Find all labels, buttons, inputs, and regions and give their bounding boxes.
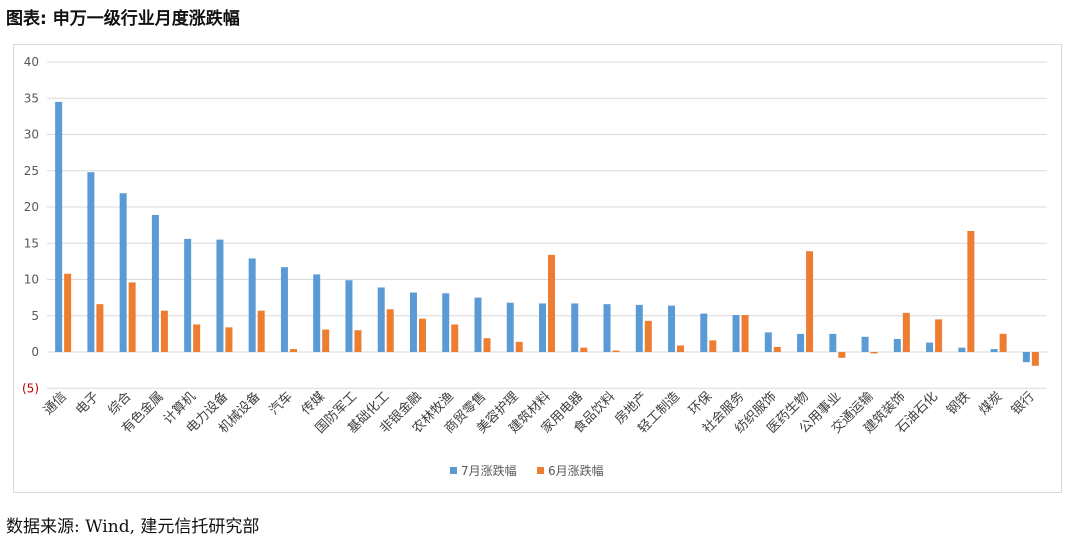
x-tick-label: 汽车 <box>266 389 296 419</box>
bar-jun <box>160 310 168 352</box>
bar-jun <box>644 320 652 352</box>
gridlines <box>47 61 1047 389</box>
legend: 7月涨跌幅 6月涨跌幅 <box>450 463 604 478</box>
bar-jun <box>935 319 943 352</box>
bar-jun <box>870 352 878 354</box>
y-tick-label: 5 <box>31 309 39 323</box>
chart-frame: (5) 0 5 10 15 20 25 30 35 40 通信 电子 综合 有色金属 计算机 电力设备 机械设… <box>13 44 1062 493</box>
bar-jun <box>386 309 394 352</box>
x-tick-label: 钢铁 <box>944 389 973 418</box>
bar-jun <box>515 341 523 352</box>
x-tick-label: 煤炭 <box>976 389 1005 418</box>
source-note: 数据来源: Wind, 建元信托研究部 <box>6 517 260 537</box>
x-tick-label: 银行 <box>1009 389 1038 418</box>
bar-jul <box>409 292 417 352</box>
bar-jul <box>313 274 321 352</box>
bar-jul <box>506 302 514 352</box>
bar-jun <box>1031 352 1039 366</box>
bar-jun <box>548 254 555 352</box>
y-tick-label: 0 <box>31 345 39 359</box>
bar-jun <box>225 327 233 352</box>
bar-jul <box>248 258 256 352</box>
x-tick-label: 通信 <box>41 389 70 418</box>
bar-jun <box>580 347 588 352</box>
bar-jul <box>442 293 450 352</box>
y-tick-label: 40 <box>24 55 39 69</box>
bar-jun <box>451 324 459 352</box>
bar-jul <box>893 338 901 352</box>
y-tick-label: 10 <box>24 273 39 287</box>
bars <box>55 101 1039 366</box>
bar-jul <box>280 267 288 352</box>
bar-jul <box>184 238 192 352</box>
bar-jul <box>474 297 482 352</box>
figure-title: 图表: 申万一级行业月度涨跌幅 <box>6 9 240 29</box>
bar-jul <box>216 239 224 352</box>
bar-jul <box>797 333 805 352</box>
bar-jul <box>571 303 579 352</box>
bar-jun <box>902 312 910 352</box>
y-tick-label: (5) <box>22 381 39 395</box>
bar-jun <box>999 333 1007 352</box>
y-tick-label: 25 <box>24 164 39 178</box>
y-tick-label: 20 <box>24 200 39 214</box>
bar-jun <box>773 346 781 352</box>
bar-jul <box>345 280 353 352</box>
bar-jun <box>354 330 362 352</box>
bar-jun <box>709 340 717 352</box>
bar-jul <box>861 336 869 352</box>
bar-jun <box>96 304 104 352</box>
bar-jul <box>668 305 676 352</box>
bar-jun <box>967 230 975 352</box>
legend-label: 6月涨跌幅 <box>548 463 604 478</box>
y-tick-label: 15 <box>24 236 39 250</box>
bar-jul <box>539 303 546 352</box>
bar-jun <box>193 324 201 352</box>
y-tick-label: 35 <box>24 91 39 105</box>
bar-jun <box>838 352 846 358</box>
bar-jun <box>612 350 620 352</box>
bar-jul <box>119 193 127 352</box>
bar-jun <box>483 338 491 352</box>
bar-jul <box>958 347 966 352</box>
bar-jul <box>87 172 95 352</box>
bar-jul <box>990 349 998 352</box>
legend-swatch <box>537 467 544 474</box>
bar-jul <box>829 333 837 352</box>
bar-jul <box>603 304 611 352</box>
legend-swatch <box>450 467 457 474</box>
bar-jul <box>1022 352 1030 363</box>
x-tick-label: 电子 <box>73 389 102 418</box>
bar-jul <box>151 214 159 352</box>
bar-jul <box>926 342 934 352</box>
bar-jun <box>257 310 265 352</box>
bar-jul <box>764 332 772 352</box>
bar-jul <box>635 304 643 352</box>
bar-jun <box>322 329 330 352</box>
legend-label: 7月涨跌幅 <box>461 463 517 478</box>
bar-jun <box>741 315 749 352</box>
bar-jun <box>64 273 72 352</box>
bar-jul <box>55 101 63 352</box>
bar-jun <box>806 251 814 352</box>
bar-jun <box>418 318 426 352</box>
bar-jun <box>128 282 136 352</box>
bar-jul <box>700 313 708 352</box>
bar-jul <box>732 315 740 352</box>
y-tick-label: 30 <box>24 128 39 142</box>
y-axis-ticks: (5) 0 5 10 15 20 25 30 35 40 <box>22 55 39 395</box>
bar-jul <box>377 287 385 352</box>
bar-jun <box>677 345 685 352</box>
bar-chart: (5) 0 5 10 15 20 25 30 35 40 通信 电子 综合有色金属计算机电力设备机械设… <box>22 55 1047 478</box>
bar-jun <box>289 349 297 352</box>
